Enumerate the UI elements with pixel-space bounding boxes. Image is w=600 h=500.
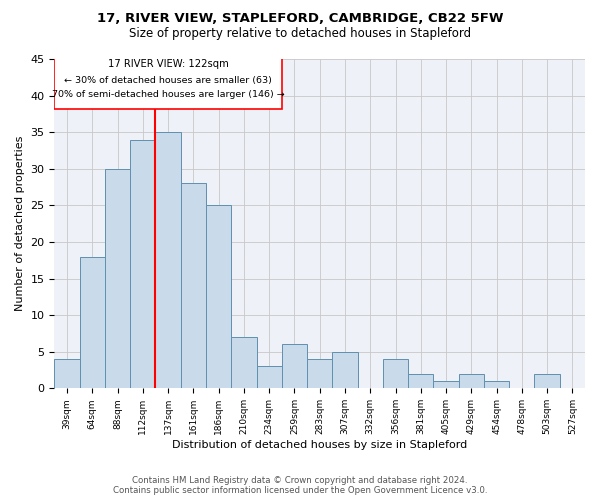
Text: 17, RIVER VIEW, STAPLEFORD, CAMBRIDGE, CB22 5FW: 17, RIVER VIEW, STAPLEFORD, CAMBRIDGE, C… [97, 12, 503, 26]
Bar [484, 381, 509, 388]
Bar [55, 359, 80, 388]
FancyBboxPatch shape [55, 56, 282, 109]
Bar [155, 132, 181, 388]
Bar [433, 381, 458, 388]
Text: Size of property relative to detached houses in Stapleford: Size of property relative to detached ho… [129, 28, 471, 40]
X-axis label: Distribution of detached houses by size in Stapleford: Distribution of detached houses by size … [172, 440, 467, 450]
Bar [206, 206, 231, 388]
Bar [408, 374, 433, 388]
Bar [458, 374, 484, 388]
Bar [332, 352, 358, 389]
Y-axis label: Number of detached properties: Number of detached properties [15, 136, 25, 312]
Bar [130, 140, 155, 388]
Text: 17 RIVER VIEW: 122sqm: 17 RIVER VIEW: 122sqm [108, 59, 229, 69]
Bar [307, 359, 332, 388]
Bar [231, 337, 257, 388]
Text: ← 30% of detached houses are smaller (63): ← 30% of detached houses are smaller (63… [64, 76, 272, 84]
Bar [535, 374, 560, 388]
Bar [80, 256, 105, 388]
Bar [181, 184, 206, 388]
Text: Contains HM Land Registry data © Crown copyright and database right 2024.
Contai: Contains HM Land Registry data © Crown c… [113, 476, 487, 495]
Text: 70% of semi-detached houses are larger (146) →: 70% of semi-detached houses are larger (… [52, 90, 284, 100]
Bar [257, 366, 282, 388]
Bar [105, 169, 130, 388]
Bar [383, 359, 408, 388]
Bar [282, 344, 307, 389]
